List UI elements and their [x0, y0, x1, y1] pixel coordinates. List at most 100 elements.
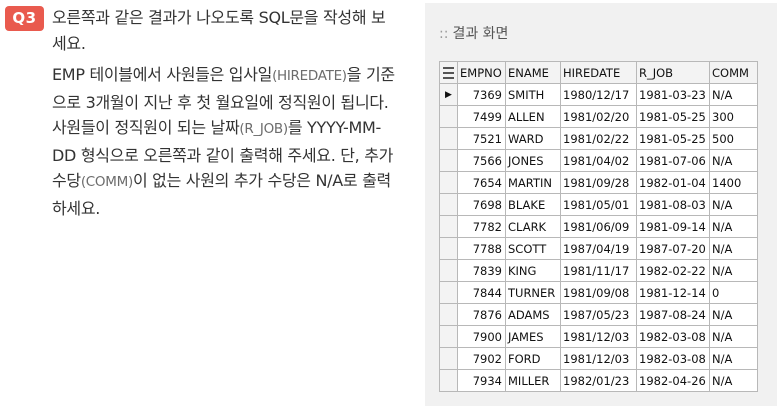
cell-hiredate[interactable]: 1981/09/08 [560, 281, 637, 304]
result-grid: EMPNO ENAME HIREDATE R_JOB COMM ▶ 7369 SMI… [439, 61, 758, 392]
cell-r-job[interactable]: 1982-04-26 [636, 369, 710, 392]
cell-hiredate[interactable]: 1981/02/22 [560, 127, 637, 150]
cell-hiredate[interactable]: 1981/02/20 [560, 105, 637, 128]
table-row[interactable]: 7844 TURNER 1981/09/08 1981-12-14 0 [439, 281, 758, 304]
cell-hiredate[interactable]: 1981/09/28 [560, 171, 637, 194]
table-row[interactable]: 7566 JONES 1981/04/02 1981-07-06 N/A [439, 149, 758, 172]
cell-r-job[interactable]: 1982-03-08 [636, 325, 710, 348]
cell-comm[interactable]: N/A [709, 325, 758, 348]
column-header-ename[interactable]: ENAME [505, 61, 561, 84]
cell-empno[interactable]: 7782 [457, 215, 506, 238]
column-header-hiredate[interactable]: HIREDATE [560, 61, 637, 84]
table-row[interactable]: ▶ 7369 SMITH 1980/12/17 1981-03-23 N/A [439, 83, 758, 106]
cell-hiredate[interactable]: 1981/12/03 [560, 347, 637, 370]
table-row[interactable]: 7876 ADAMS 1987/05/23 1987-08-24 N/A [439, 303, 758, 326]
row-indicator [439, 281, 458, 304]
cell-hiredate[interactable]: 1982/01/23 [560, 369, 637, 392]
cell-empno[interactable]: 7902 [457, 347, 506, 370]
column-header-comm[interactable]: COMM [709, 61, 758, 84]
cell-hiredate[interactable]: 1987/04/19 [560, 237, 637, 260]
row-indicator [439, 259, 458, 282]
cell-empno[interactable]: 7900 [457, 325, 506, 348]
cell-comm[interactable]: 0 [709, 281, 758, 304]
cell-hiredate[interactable]: 1981/11/17 [560, 259, 637, 282]
table-row[interactable]: 7900 JAMES 1981/12/03 1982-03-08 N/A [439, 325, 758, 348]
cell-empno[interactable]: 7521 [457, 127, 506, 150]
cell-hiredate[interactable]: 1987/05/23 [560, 303, 637, 326]
cell-ename[interactable]: ADAMS [505, 303, 561, 326]
cell-ename[interactable]: BLAKE [505, 193, 561, 216]
cell-ename[interactable]: JAMES [505, 325, 561, 348]
description-text: 를 YYYY-MM-DD 형식으로 오른쪽과 같이 출력해 주세요. 단, 추가… [52, 118, 394, 190]
cell-ename[interactable]: KING [505, 259, 561, 282]
cell-hiredate[interactable]: 1980/12/17 [560, 83, 637, 106]
column-header-empno[interactable]: EMPNO [457, 61, 506, 84]
cell-empno[interactable]: 7698 [457, 193, 506, 216]
cell-comm[interactable]: N/A [709, 215, 758, 238]
cell-empno[interactable]: 7566 [457, 149, 506, 172]
table-row[interactable]: 7839 KING 1981/11/17 1982-02-22 N/A [439, 259, 758, 282]
table-row[interactable]: 7654 MARTIN 1981/09/28 1982-01-04 1400 [439, 171, 758, 194]
cell-ename[interactable]: SMITH [505, 83, 561, 106]
table-row[interactable]: 7782 CLARK 1981/06/09 1981-09-14 N/A [439, 215, 758, 238]
table-row[interactable]: 7698 BLAKE 1981/05/01 1981-08-03 N/A [439, 193, 758, 216]
result-panel-title: :: 결과 화면 [439, 23, 508, 43]
cell-r-job[interactable]: 1981-05-25 [636, 127, 710, 150]
cell-hiredate[interactable]: 1981/04/02 [560, 149, 637, 172]
cell-r-job[interactable]: 1981-07-06 [636, 149, 710, 172]
cell-empno[interactable]: 7654 [457, 171, 506, 194]
cell-empno[interactable]: 7499 [457, 105, 506, 128]
cell-comm[interactable]: N/A [709, 149, 758, 172]
cell-r-job[interactable]: 1982-02-22 [636, 259, 710, 282]
table-row[interactable]: 7499 ALLEN 1981/02/20 1981-05-25 300 [439, 105, 758, 128]
cell-r-job[interactable]: 1981-08-03 [636, 193, 710, 216]
cell-ename[interactable]: CLARK [505, 215, 561, 238]
cell-empno[interactable]: 7788 [457, 237, 506, 260]
cell-r-job[interactable]: 1981-03-23 [636, 83, 710, 106]
cell-r-job[interactable]: 1987-08-24 [636, 303, 710, 326]
question-text: 오른쪽과 같은 결과가 나오도록 SQL문을 작성해 보세요. EMP 테이블에… [52, 5, 396, 221]
cell-comm[interactable]: N/A [709, 303, 758, 326]
cell-empno[interactable]: 7876 [457, 303, 506, 326]
row-indicator [439, 193, 458, 216]
cell-comm[interactable]: 500 [709, 127, 758, 150]
cell-r-job[interactable]: 1981-12-14 [636, 281, 710, 304]
cell-ename[interactable]: WARD [505, 127, 561, 150]
description-text: 을 기준으로 3개월이 지난 후 첫 월요일에 정직원이 됩니다. 사원들이 정… [52, 65, 395, 137]
cell-comm[interactable]: N/A [709, 347, 758, 370]
table-row[interactable]: 7902 FORD 1981/12/03 1982-03-08 N/A [439, 347, 758, 370]
cell-hiredate[interactable]: 1981/06/09 [560, 215, 637, 238]
cell-hiredate[interactable]: 1981/12/03 [560, 325, 637, 348]
cell-comm[interactable]: 300 [709, 105, 758, 128]
cell-comm[interactable]: N/A [709, 83, 758, 106]
cell-comm[interactable]: N/A [709, 237, 758, 260]
cell-r-job[interactable]: 1981-05-25 [636, 105, 710, 128]
cell-empno[interactable]: 7839 [457, 259, 506, 282]
cell-ename[interactable]: FORD [505, 347, 561, 370]
cell-empno[interactable]: 7934 [457, 369, 506, 392]
cell-comm[interactable]: 1400 [709, 171, 758, 194]
cell-ename[interactable]: TURNER [505, 281, 561, 304]
cell-r-job[interactable]: 1987-07-20 [636, 237, 710, 260]
table-row[interactable]: 7521 WARD 1981/02/22 1981-05-25 500 [439, 127, 758, 150]
table-row[interactable]: 7934 MILLER 1982/01/23 1982-04-26 N/A [439, 369, 758, 392]
cell-comm[interactable]: N/A [709, 259, 758, 282]
cell-empno[interactable]: 7369 [457, 83, 506, 106]
cell-ename[interactable]: MILLER [505, 369, 561, 392]
table-row[interactable]: 7788 SCOTT 1987/04/19 1987-07-20 N/A [439, 237, 758, 260]
cell-empno[interactable]: 7844 [457, 281, 506, 304]
cell-r-job[interactable]: 1982-01-04 [636, 171, 710, 194]
cell-ename[interactable]: SCOTT [505, 237, 561, 260]
cell-ename[interactable]: ALLEN [505, 105, 561, 128]
column-header-r-job[interactable]: R_JOB [636, 61, 710, 84]
column-hint-comm: (COMM) [80, 174, 133, 190]
cell-r-job[interactable]: 1982-03-08 [636, 347, 710, 370]
cell-comm[interactable]: N/A [709, 193, 758, 216]
grid-menu-icon[interactable] [439, 61, 458, 84]
cell-r-job[interactable]: 1981-09-14 [636, 215, 710, 238]
cell-hiredate[interactable]: 1981/05/01 [560, 193, 637, 216]
cell-ename[interactable]: MARTIN [505, 171, 561, 194]
cell-comm[interactable]: N/A [709, 369, 758, 392]
cell-ename[interactable]: JONES [505, 149, 561, 172]
title-prefix: :: [439, 26, 449, 42]
